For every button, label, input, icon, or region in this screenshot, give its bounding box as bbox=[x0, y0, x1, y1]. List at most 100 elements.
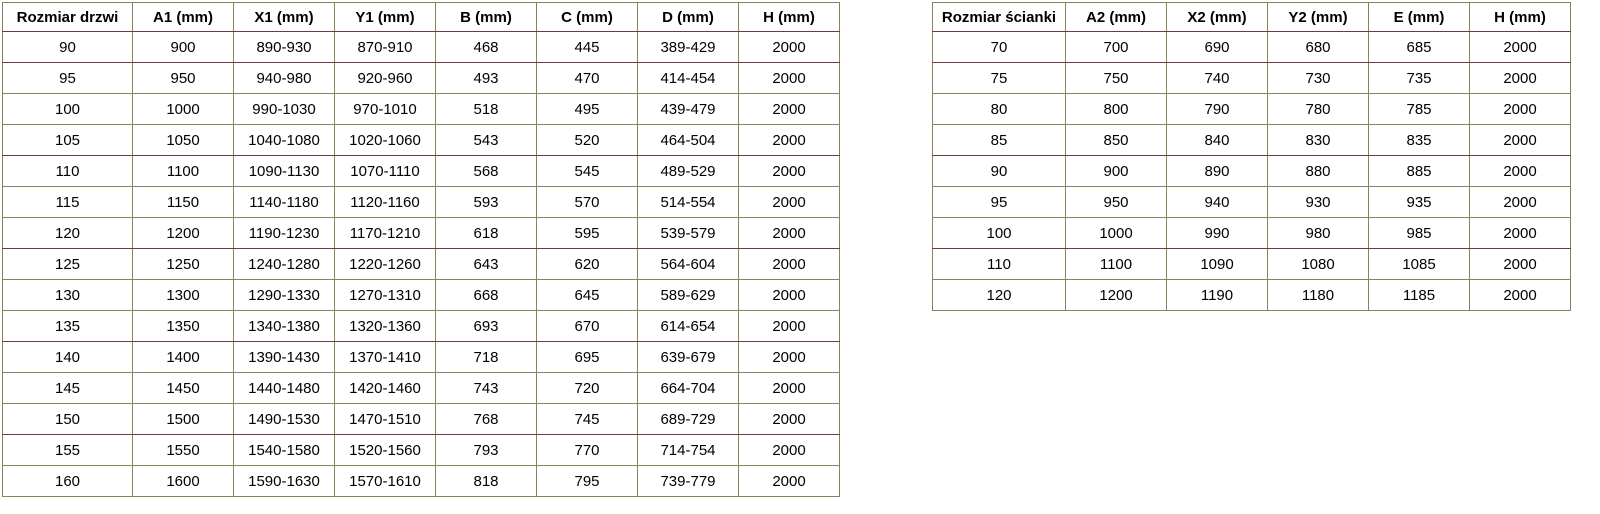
table-cell: 1080 bbox=[1267, 248, 1369, 280]
table-cell: 2000 bbox=[738, 248, 840, 280]
column-header: H (mm) bbox=[1469, 2, 1571, 32]
column-header: X2 (mm) bbox=[1166, 2, 1268, 32]
table-cell: 105 bbox=[2, 124, 133, 156]
table-cell: 1040-1080 bbox=[233, 124, 335, 156]
table-cell: 545 bbox=[536, 155, 638, 187]
table-cell: 1000 bbox=[132, 93, 234, 125]
table-cell: 689-729 bbox=[637, 403, 739, 435]
table-cell: 2000 bbox=[738, 155, 840, 187]
table-cell: 670 bbox=[536, 310, 638, 342]
table-cell: 90 bbox=[2, 31, 133, 63]
table-cell: 110 bbox=[932, 248, 1066, 280]
table-cell: 2000 bbox=[738, 62, 840, 94]
table-cell: 120 bbox=[932, 279, 1066, 311]
column-header: E (mm) bbox=[1368, 2, 1470, 32]
table-row: 80 800 790 780 785 2000 bbox=[932, 93, 1571, 125]
table-cell: 1550 bbox=[132, 434, 234, 466]
table-cell: 1240-1280 bbox=[233, 248, 335, 280]
table-cell: 493 bbox=[435, 62, 537, 94]
table-cell: 618 bbox=[435, 217, 537, 249]
table-cell: 1250 bbox=[132, 248, 234, 280]
table-cell: 1070-1110 bbox=[334, 155, 436, 187]
column-header: A1 (mm) bbox=[132, 2, 234, 32]
table-cell: 1540-1580 bbox=[233, 434, 335, 466]
table-cell: 930 bbox=[1267, 186, 1369, 218]
table-row: 135 1350 1340-1380 1320-1360 693 670 614-654 20… bbox=[2, 310, 840, 342]
column-header: D (mm) bbox=[637, 2, 739, 32]
table-cell: 1140-1180 bbox=[233, 186, 335, 218]
table-cell: 520 bbox=[536, 124, 638, 156]
table-cell: 1190 bbox=[1166, 279, 1268, 311]
table-cell: 900 bbox=[1065, 155, 1167, 187]
table-cell: 1490-1530 bbox=[233, 403, 335, 435]
table-cell: 150 bbox=[2, 403, 133, 435]
table-cell: 880 bbox=[1267, 155, 1369, 187]
table-cell: 1170-1210 bbox=[334, 217, 436, 249]
table-cell: 2000 bbox=[738, 434, 840, 466]
table-cell: 1440-1480 bbox=[233, 372, 335, 404]
table-cell: 745 bbox=[536, 403, 638, 435]
table-cell: 2000 bbox=[738, 93, 840, 125]
table-cell: 940-980 bbox=[233, 62, 335, 94]
column-header: A2 (mm) bbox=[1065, 2, 1167, 32]
table-cell: 593 bbox=[435, 186, 537, 218]
table-cell: 1370-1410 bbox=[334, 341, 436, 373]
table-cell: 2000 bbox=[1469, 62, 1571, 94]
table-row: 95 950 940-980 920-960 493 470 414-454 2000 bbox=[2, 62, 840, 94]
table-cell: 1220-1260 bbox=[334, 248, 436, 280]
table-cell: 570 bbox=[536, 186, 638, 218]
table-cell: 950 bbox=[1065, 186, 1167, 218]
table-row: 85 850 840 830 835 2000 bbox=[932, 124, 1571, 156]
column-header: H (mm) bbox=[738, 2, 840, 32]
table-row: 95 950 940 930 935 2000 bbox=[932, 186, 1571, 218]
wall-size-table-header: Rozmiar ścianki A2 (mm) X2 (mm) Y2 (mm) E (m… bbox=[932, 2, 1571, 32]
table-row: 120 1200 1190 1180 1185 2000 bbox=[932, 279, 1571, 311]
door-size-table-body: 90 900 890-930 870-910 468 445 389-429 2000 95 95… bbox=[2, 31, 840, 497]
table-row: 115 1150 1140-1180 1120-1160 593 570 514-554 20… bbox=[2, 186, 840, 218]
table-cell: 120 bbox=[2, 217, 133, 249]
table-cell: 2000 bbox=[738, 217, 840, 249]
table-cell: 2000 bbox=[1469, 31, 1571, 63]
table-cell: 1085 bbox=[1368, 248, 1470, 280]
table-cell: 145 bbox=[2, 372, 133, 404]
table-row: 160 1600 1590-1630 1570-1610 818 795 739-779 20… bbox=[2, 465, 840, 497]
table-cell: 414-454 bbox=[637, 62, 739, 94]
table-cell: 790 bbox=[1166, 93, 1268, 125]
table-cell: 2000 bbox=[1469, 155, 1571, 187]
table-row: 90 900 890-930 870-910 468 445 389-429 2000 bbox=[2, 31, 840, 63]
table-cell: 100 bbox=[932, 217, 1066, 249]
table-cell: 645 bbox=[536, 279, 638, 311]
table-cell: 1150 bbox=[132, 186, 234, 218]
table-cell: 1180 bbox=[1267, 279, 1369, 311]
table-cell: 1390-1430 bbox=[233, 341, 335, 373]
table-cell: 639-679 bbox=[637, 341, 739, 373]
table-cell: 735 bbox=[1368, 62, 1470, 94]
table-cell: 464-504 bbox=[637, 124, 739, 156]
door-size-table: Rozmiar drzwi A1 (mm) X1 (mm) Y1 (mm) B (mm)… bbox=[2, 2, 840, 497]
wall-size-table: Rozmiar ścianki A2 (mm) X2 (mm) Y2 (mm) E (m… bbox=[932, 2, 1571, 311]
table-cell: 980 bbox=[1267, 217, 1369, 249]
table-cell: 595 bbox=[536, 217, 638, 249]
table-cell: 850 bbox=[1065, 124, 1167, 156]
table-cell: 693 bbox=[435, 310, 537, 342]
table-cell: 130 bbox=[2, 279, 133, 311]
column-header: B (mm) bbox=[435, 2, 537, 32]
table-row: 145 1450 1440-1480 1420-1460 743 720 664-704 20… bbox=[2, 372, 840, 404]
table-cell: 620 bbox=[536, 248, 638, 280]
table-cell: 614-654 bbox=[637, 310, 739, 342]
table-cell: 543 bbox=[435, 124, 537, 156]
table-cell: 768 bbox=[435, 403, 537, 435]
table-cell: 690 bbox=[1166, 31, 1268, 63]
table-row: 110 1100 1090-1130 1070-1110 568 545 489-529 20… bbox=[2, 155, 840, 187]
table-row: 130 1300 1290-1330 1270-1310 668 645 589-629 20… bbox=[2, 279, 840, 311]
table-cell: 90 bbox=[932, 155, 1066, 187]
table-cell: 1400 bbox=[132, 341, 234, 373]
table-row: 105 1050 1040-1080 1020-1060 543 520 464-504 20… bbox=[2, 124, 840, 156]
table-cell: 1570-1610 bbox=[334, 465, 436, 497]
table-cell: 1350 bbox=[132, 310, 234, 342]
table-cell: 885 bbox=[1368, 155, 1470, 187]
table-cell: 900 bbox=[132, 31, 234, 63]
table-cell: 2000 bbox=[1469, 217, 1571, 249]
column-header: C (mm) bbox=[536, 2, 638, 32]
